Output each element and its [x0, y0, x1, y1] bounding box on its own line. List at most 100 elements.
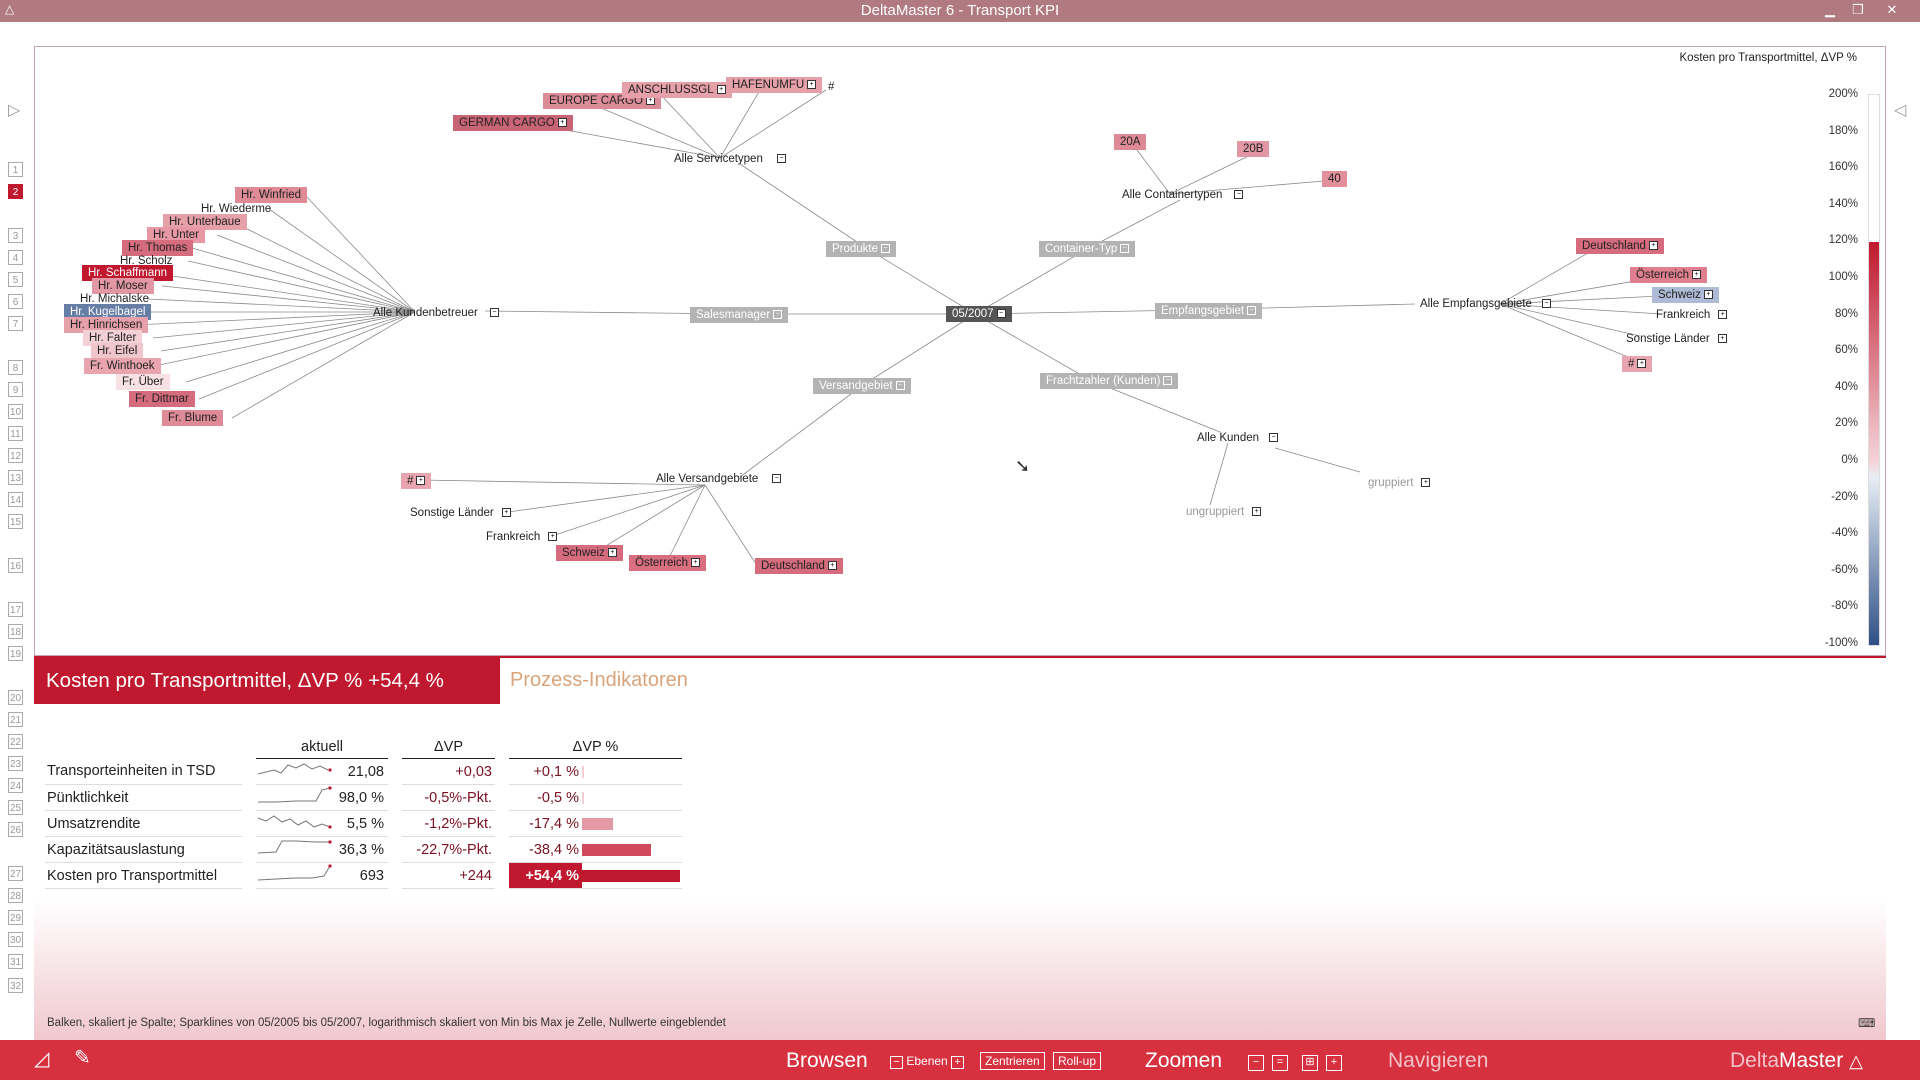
- container-node[interactable]: 40: [1322, 171, 1347, 187]
- zoom-in-icon[interactable]: +: [1326, 1052, 1342, 1071]
- ebenen-button[interactable]: − Ebenen +: [890, 1054, 965, 1069]
- expand-left-arrow-icon[interactable]: ▷: [8, 102, 21, 119]
- report-nav-22[interactable]: 22: [8, 734, 23, 749]
- comment-icon[interactable]: ⌨: [1858, 1016, 1876, 1030]
- report-nav-2[interactable]: 2: [8, 184, 23, 199]
- hub-versandgebiet[interactable]: Versandgebiet −: [813, 378, 911, 394]
- table-row[interactable]: Umsatzrendite 5,5 % -1,2%-Pkt. -17,4 %: [45, 810, 682, 837]
- group-empfangsgebiete[interactable]: Alle Empfangsgebiete −: [1418, 296, 1553, 312]
- map-center-node[interactable]: 05/2007−: [946, 306, 1012, 322]
- receive-node[interactable]: # +: [1622, 356, 1653, 372]
- service-node[interactable]: #: [828, 81, 835, 93]
- table-row[interactable]: Kapazitätsauslastung 36,3 % -22,7%-Pkt. -38…: [45, 836, 682, 863]
- manager-node[interactable]: Fr. Über: [116, 374, 170, 390]
- tab-kpi[interactable]: Kosten pro Transportmittel, ΔVP % +54,4 …: [34, 657, 500, 704]
- report-nav-21[interactable]: 21: [8, 712, 23, 727]
- report-nav-5[interactable]: 5: [8, 272, 23, 287]
- report-nav-32[interactable]: 32: [8, 978, 23, 993]
- service-node[interactable]: GERMAN CARGO +: [453, 115, 573, 131]
- tab-process-indicators[interactable]: Prozess-Indikatoren: [510, 669, 688, 691]
- report-nav-10[interactable]: 10: [8, 404, 23, 419]
- report-nav-25[interactable]: 25: [8, 800, 23, 815]
- kpi-label[interactable]: Kosten pro Transportmittel: [45, 862, 242, 889]
- group-kunden[interactable]: Alle Kunden −: [1195, 430, 1280, 446]
- edit-icon[interactable]: ✎: [74, 1047, 91, 1069]
- manager-node[interactable]: Hr. Hinrichsen: [64, 317, 149, 333]
- receive-node[interactable]: Sonstige Länder +: [1624, 331, 1729, 347]
- ship-node[interactable]: Österreich +: [629, 555, 707, 571]
- kpi-label[interactable]: Pünktlichkeit: [45, 784, 242, 811]
- manager-node[interactable]: Hr. Wiederme: [201, 203, 272, 215]
- report-nav-12[interactable]: 12: [8, 448, 23, 463]
- report-nav-18[interactable]: 18: [8, 624, 23, 639]
- hub-salesmanager[interactable]: Salesmanager −: [690, 307, 789, 323]
- restore-button[interactable]: ❐: [1852, 2, 1864, 17]
- manager-node[interactable]: Hr. Moser: [92, 278, 154, 294]
- receive-node[interactable]: Frankreich +: [1654, 307, 1729, 323]
- report-nav-4[interactable]: 4: [8, 250, 23, 265]
- rollup-button[interactable]: Roll-up: [1053, 1052, 1102, 1070]
- map-canvas[interactable]: [34, 46, 1886, 656]
- ship-node[interactable]: Schweiz +: [556, 545, 623, 561]
- manager-node[interactable]: Hr. Scholz: [120, 255, 173, 267]
- service-node[interactable]: ANSCHLUSSGL +: [622, 82, 732, 98]
- hub-frachtzahler[interactable]: Frachtzahler (Kunden) −: [1040, 373, 1179, 389]
- service-node[interactable]: HAFENUMFU +: [726, 77, 823, 93]
- manager-node[interactable]: Hr. Unterbaue: [163, 214, 247, 230]
- manager-node[interactable]: Hr. Unter: [147, 227, 206, 243]
- receive-node[interactable]: Schweiz +: [1652, 287, 1719, 303]
- zoom-fit-icon[interactable]: =: [1272, 1052, 1288, 1071]
- customer-node[interactable]: gruppiert +: [1362, 475, 1436, 491]
- receive-node[interactable]: Deutschland +: [1576, 238, 1664, 254]
- manager-node[interactable]: Fr. Winthoek: [84, 358, 161, 374]
- report-nav-29[interactable]: 29: [8, 910, 23, 925]
- report-nav-17[interactable]: 17: [8, 602, 23, 617]
- report-nav-16[interactable]: 16: [8, 558, 23, 573]
- ship-node[interactable]: # +: [401, 473, 432, 489]
- report-nav-7[interactable]: 7: [8, 316, 23, 331]
- manager-node[interactable]: Fr. Blume: [162, 410, 224, 426]
- table-row[interactable]: Transporteinheiten in TSD 21,08 +0,03 +0,1 …: [45, 758, 682, 785]
- report-nav-23[interactable]: 23: [8, 756, 23, 771]
- group-containertypen[interactable]: Alle Containertypen −: [1120, 187, 1245, 203]
- report-nav-15[interactable]: 15: [8, 514, 23, 529]
- ship-node[interactable]: Deutschland +: [755, 558, 843, 574]
- report-nav-9[interactable]: 9: [8, 382, 23, 397]
- report-nav-31[interactable]: 31: [8, 954, 23, 969]
- report-nav-14[interactable]: 14: [8, 492, 23, 507]
- report-nav-6[interactable]: 6: [8, 294, 23, 309]
- report-nav-26[interactable]: 26: [8, 822, 23, 837]
- report-nav-24[interactable]: 24: [8, 778, 23, 793]
- report-nav-8[interactable]: 8: [8, 360, 23, 375]
- hub-produkte[interactable]: Produkte −: [826, 241, 897, 257]
- kpi-label[interactable]: Umsatzrendite: [45, 810, 242, 837]
- ship-node[interactable]: Frankreich +: [484, 529, 559, 545]
- minimize-button[interactable]: ▁: [1825, 2, 1835, 17]
- group-kundenbetreuer[interactable]: Alle Kundenbetreuer −: [371, 305, 501, 321]
- manager-node[interactable]: Hr. Michalske: [80, 293, 150, 305]
- report-nav-13[interactable]: 13: [8, 470, 23, 485]
- report-nav-27[interactable]: 27: [8, 866, 23, 881]
- zoom-out-icon[interactable]: −: [1248, 1052, 1264, 1071]
- container-node[interactable]: 20B: [1237, 141, 1270, 157]
- ship-node[interactable]: Sonstige Länder +: [408, 505, 513, 521]
- report-nav-3[interactable]: 3: [8, 228, 23, 243]
- manager-node[interactable]: Fr. Dittmar: [129, 391, 195, 407]
- group-servicetypen[interactable]: Alle Servicetypen −: [672, 151, 788, 167]
- mode-zoomen[interactable]: Zoomen: [1145, 1049, 1223, 1072]
- receive-node[interactable]: Österreich +: [1630, 267, 1708, 283]
- chart-view-icon[interactable]: ◿: [34, 1048, 50, 1070]
- zentrieren-button[interactable]: Zentrieren: [980, 1052, 1045, 1070]
- manager-node[interactable]: Hr. Thomas: [122, 240, 194, 256]
- report-nav-11[interactable]: 11: [8, 426, 23, 441]
- kpi-label[interactable]: Kapazitätsauslastung: [45, 836, 242, 863]
- app-icon[interactable]: △: [5, 2, 15, 16]
- kpi-label[interactable]: Transporteinheiten in TSD: [45, 758, 242, 785]
- table-row[interactable]: Pünktlichkeit 98,0 % -0,5%-Pkt. -0,5 %: [45, 784, 682, 811]
- report-nav-1[interactable]: 1: [8, 162, 23, 177]
- zoom-expand-icon[interactable]: ⊞: [1302, 1052, 1318, 1071]
- manager-node[interactable]: Hr. Eifel: [91, 343, 144, 359]
- group-versandgebiete[interactable]: Alle Versandgebiete −: [654, 471, 783, 487]
- manager-node[interactable]: Hr. Falter: [83, 330, 143, 346]
- hub-empfangsgebiet[interactable]: Empfangsgebiet −: [1155, 303, 1263, 319]
